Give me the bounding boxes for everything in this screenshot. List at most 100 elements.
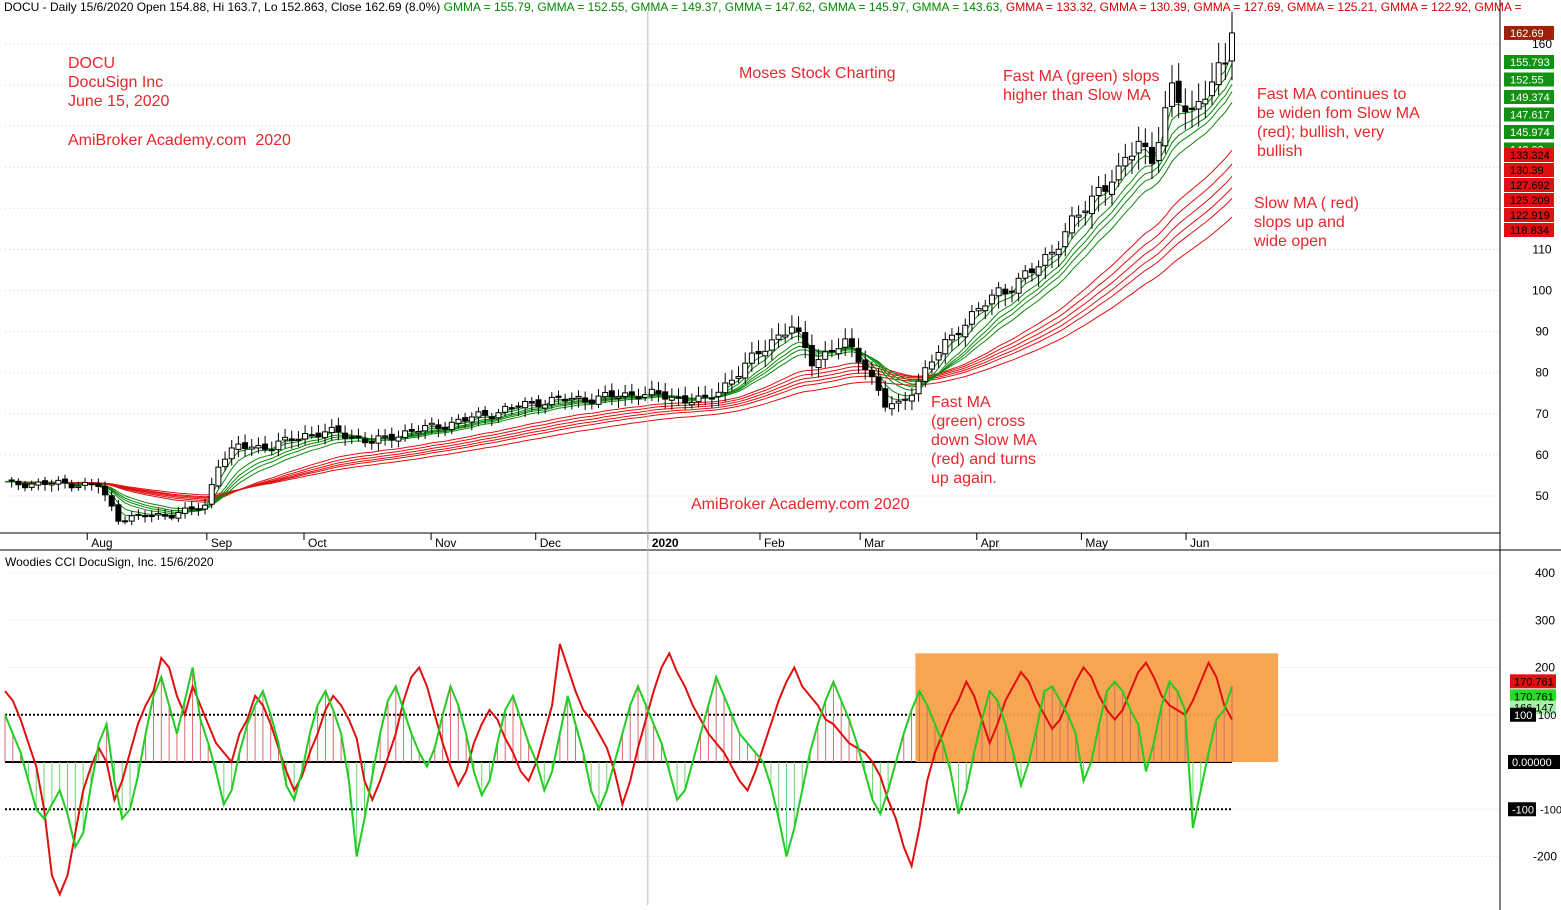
candle-body xyxy=(495,412,502,419)
candle-body xyxy=(715,391,722,397)
cci-red-line xyxy=(4,643,1233,897)
candle-body xyxy=(1229,32,1235,62)
candle-body xyxy=(8,479,15,482)
gmma-value: GMMA = 155.79, xyxy=(443,0,538,14)
candle-body xyxy=(1195,101,1202,110)
candle-body xyxy=(575,395,582,399)
candle-body xyxy=(75,485,82,489)
candle-body xyxy=(122,520,129,523)
candle-body xyxy=(82,481,89,486)
candle-body xyxy=(1055,248,1062,256)
candle-body xyxy=(1128,155,1135,161)
candle-body xyxy=(348,436,355,439)
last-price-tag-bg xyxy=(1504,25,1554,40)
slow-ma-tag: 127.692 xyxy=(1510,180,1550,192)
candle-body xyxy=(1208,81,1215,97)
candle-body xyxy=(1168,82,1175,107)
candle-body xyxy=(655,390,662,395)
candle-body xyxy=(922,367,929,382)
candle-body xyxy=(295,438,302,441)
candle-body xyxy=(375,435,382,444)
slow-ma-line xyxy=(4,163,1233,502)
fast-ma-tag-bg xyxy=(1504,55,1554,69)
cci-zero-tag: 0.00000 xyxy=(1512,757,1552,769)
candle-body xyxy=(608,390,615,398)
gmma-value: GMMA = 130.39, xyxy=(1099,0,1194,14)
cci-minus100-tag: -100 xyxy=(1512,804,1534,816)
candle-body xyxy=(402,430,409,438)
candle-body xyxy=(1135,140,1142,154)
candle-body xyxy=(1222,62,1229,65)
gmma-value: GMMA = 145.97, xyxy=(818,0,913,14)
month-label: May xyxy=(1085,536,1108,550)
slow-ma-tag: 122.919 xyxy=(1510,210,1550,222)
candle-body xyxy=(642,394,649,398)
candle-body xyxy=(502,405,509,413)
fast-ma-tag: 145.974 xyxy=(1510,127,1550,139)
cci-tick-label: 200 xyxy=(1535,661,1555,675)
slow-ma-tag-bg xyxy=(1504,193,1554,207)
candle-body xyxy=(1022,270,1029,279)
fast-ma-ribbon xyxy=(4,51,1233,518)
candle-body xyxy=(975,307,982,312)
gmma-value: GMMA = 127.69, xyxy=(1193,0,1288,14)
candle-body xyxy=(368,441,375,444)
fast-ma-tag-bg xyxy=(1504,72,1554,87)
fast-ma-tag: 149.374 xyxy=(1510,92,1550,104)
month-label: Nov xyxy=(435,536,456,550)
month-label: Dec xyxy=(540,536,561,550)
candle-body xyxy=(915,380,922,395)
fast-ma-tag-bg xyxy=(1504,107,1554,122)
chart-header: DOCU - Daily 15/6/2020 Open 154.88, Hi 1… xyxy=(4,0,1522,14)
candle-body xyxy=(202,504,209,510)
candle-body xyxy=(908,394,915,402)
month-label: Feb xyxy=(764,536,785,550)
candle-body xyxy=(942,339,949,355)
candle-body xyxy=(1048,251,1055,255)
candle-body xyxy=(408,428,415,432)
candle-body xyxy=(1042,254,1049,266)
candle-body xyxy=(302,433,309,440)
candle-body xyxy=(1175,80,1182,104)
fast-ma-tag: 147.617 xyxy=(1510,110,1550,122)
slow-ma-ribbon xyxy=(4,149,1233,503)
candle-body xyxy=(855,347,862,363)
candle-body xyxy=(155,513,162,516)
candle-body xyxy=(1215,62,1222,86)
candle-body xyxy=(1122,156,1129,167)
candle-body xyxy=(902,398,909,401)
candle-body xyxy=(695,395,702,403)
candle-body xyxy=(102,485,109,496)
cci-red-tag-bg xyxy=(1510,674,1556,689)
candle-body xyxy=(342,432,349,439)
candle-body xyxy=(788,326,795,334)
cci-green-tag: 170.761 xyxy=(1514,691,1554,703)
slow-ma-note: Slow MA ( red) slops up and wide open xyxy=(1254,195,1359,250)
candle-body xyxy=(422,425,429,432)
candle-body xyxy=(815,359,822,369)
candle-body xyxy=(208,484,215,505)
candle-body xyxy=(222,458,229,467)
candle-body xyxy=(188,506,195,510)
cci-histogram xyxy=(4,667,1233,857)
cci-green-line xyxy=(4,667,1233,857)
price-tick-label: 80 xyxy=(1535,366,1549,380)
candle-body xyxy=(228,447,235,460)
cci-100-label: 100 xyxy=(1538,710,1556,722)
fast-ma-tag: 155.793 xyxy=(1510,57,1550,69)
candle-body xyxy=(388,433,395,441)
ma-value-tags: 162.69 155.793 152.55 149.374 147.617 145.974… xyxy=(1504,25,1554,237)
candle-body xyxy=(675,396,682,399)
fast-ma-tag-bg xyxy=(1504,125,1554,139)
candle-body xyxy=(362,438,369,444)
candle-body xyxy=(602,392,609,398)
candle-body xyxy=(822,351,829,360)
candle-body xyxy=(562,398,569,402)
candle-body xyxy=(1002,288,1009,295)
candle-body xyxy=(215,466,222,487)
gmma-value: GMMA = 143.63, xyxy=(912,0,1006,14)
candle-body xyxy=(1028,268,1035,274)
gmma-value: GMMA = 152.55, xyxy=(537,0,632,14)
candle-body xyxy=(722,382,729,394)
candle-body xyxy=(875,376,882,391)
